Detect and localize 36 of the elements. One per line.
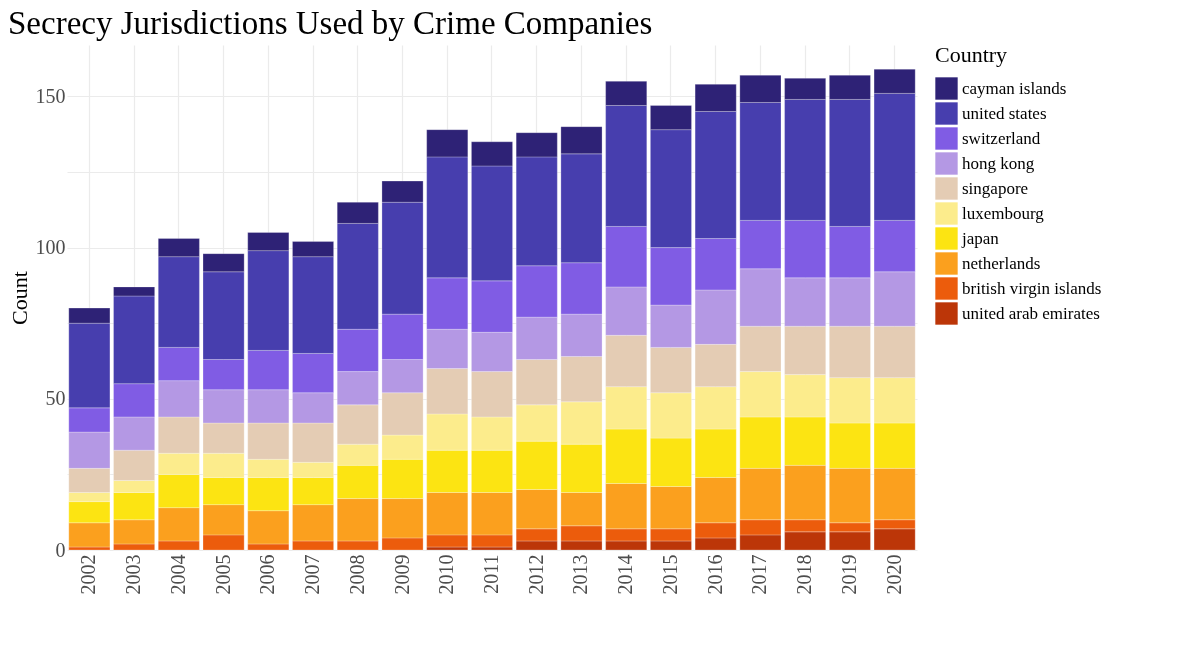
y-tick-label: 150	[35, 84, 66, 107]
legend-label: united arab emirates	[962, 303, 1100, 323]
legend-label: japan	[961, 228, 1000, 248]
x-tick-label: 2005	[211, 554, 234, 595]
x-tick-label: 2020	[882, 554, 905, 595]
legend-label: switzerland	[962, 128, 1041, 148]
x-tick-label: 2007	[301, 554, 324, 595]
x-tick-label: 2015	[658, 554, 681, 595]
x-tick-label: 2012	[524, 554, 547, 595]
x-tick-label: 2014	[614, 554, 637, 595]
x-tick-label: 2002	[77, 554, 100, 595]
x-tick-label: 2008	[345, 554, 368, 595]
x-tick-label: 2016	[703, 554, 726, 595]
chart-title: Secrecy Jurisdictions Used by Crime Companies	[8, 5, 653, 41]
legend-label: luxembourg	[962, 203, 1045, 223]
legend-label: netherlands	[962, 253, 1041, 273]
x-tick-label: 2013	[569, 554, 592, 595]
legend-label: british virgin islands	[962, 278, 1102, 298]
x-tick-label: 2019	[837, 554, 860, 595]
x-tick-label: 2003	[122, 554, 145, 595]
legend-label: united states	[962, 103, 1047, 123]
x-tick-label: 2018	[793, 554, 816, 595]
x-tick-label: 2009	[390, 554, 413, 595]
x-tick-label: 2006	[256, 554, 279, 595]
y-axis-title: Count	[6, 271, 32, 325]
legend-label: singapore	[962, 178, 1029, 198]
legend-label: cayman islands	[962, 78, 1067, 98]
x-tick-label: 2004	[166, 554, 189, 595]
y-tick-label: 0	[55, 538, 66, 561]
y-tick-label: 50	[45, 387, 66, 410]
y-tick-label: 100	[35, 236, 66, 259]
legend-label: hong kong	[962, 153, 1035, 173]
x-tick-label: 2010	[435, 554, 458, 595]
legend-title: Country	[935, 42, 1008, 67]
x-tick-label: 2017	[748, 554, 771, 595]
x-tick-label: 2011	[480, 554, 502, 594]
